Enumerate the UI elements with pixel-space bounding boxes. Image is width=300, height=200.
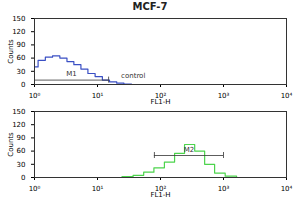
svg-text:10⁰: 10⁰ [29,185,41,193]
svg-text:control: control [121,72,145,80]
svg-text:10⁴: 10⁴ [281,185,293,193]
svg-text:120: 120 [12,121,25,129]
svg-text:10²: 10² [154,185,167,194]
svg-text:90: 90 [17,134,26,142]
svg-text:30: 30 [17,68,26,76]
svg-text:Counts: Counts [7,39,15,64]
svg-text:0: 0 [21,81,25,89]
svg-text:FL1-H: FL1-H [150,98,170,106]
svg-text:10²: 10² [154,92,167,101]
svg-text:10¹: 10¹ [92,185,104,193]
svg-text:FL1-H: FL1-H [150,191,170,199]
svg-text:10¹: 10¹ [92,92,104,100]
svg-text:150: 150 [12,108,25,116]
svg-text:90: 90 [17,41,26,49]
svg-text:Counts: Counts [7,132,15,157]
svg-text:60: 60 [17,54,26,62]
svg-text:30: 30 [17,161,26,169]
svg-text:10³: 10³ [218,92,230,100]
html-text:MCF-7: MCF-7 [132,1,168,12]
svg-text:M1: M1 [66,70,77,78]
svg-text:10³: 10³ [218,185,230,193]
svg-text:120: 120 [12,28,25,36]
svg-text:M2: M2 [184,146,195,154]
svg-text:10⁴: 10⁴ [281,92,293,100]
svg-text:0: 0 [21,174,25,182]
svg-text:60: 60 [17,147,26,155]
svg-text:150: 150 [12,15,25,23]
svg-text:10⁰: 10⁰ [29,92,41,100]
